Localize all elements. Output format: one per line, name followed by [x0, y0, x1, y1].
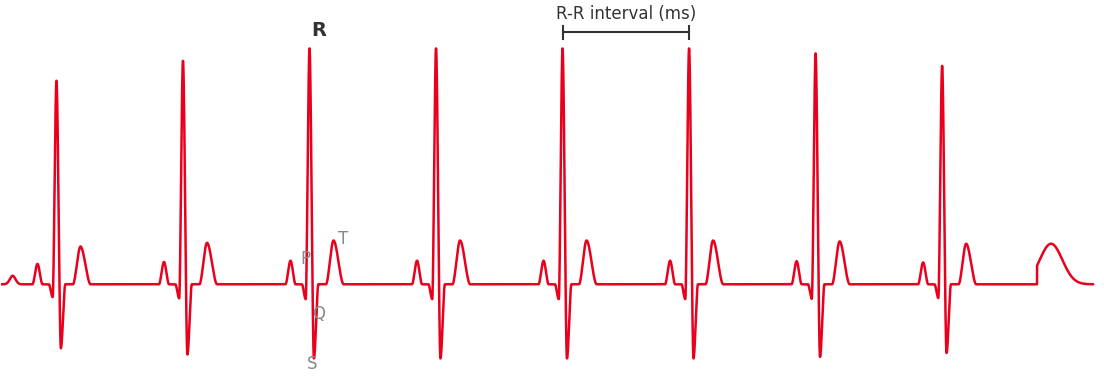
Text: P: P — [300, 250, 310, 268]
Text: Q: Q — [312, 305, 326, 323]
Text: S: S — [307, 355, 317, 373]
Text: R: R — [311, 21, 327, 40]
Text: R-R interval (ms): R-R interval (ms) — [555, 5, 696, 23]
Text: T: T — [338, 230, 349, 248]
